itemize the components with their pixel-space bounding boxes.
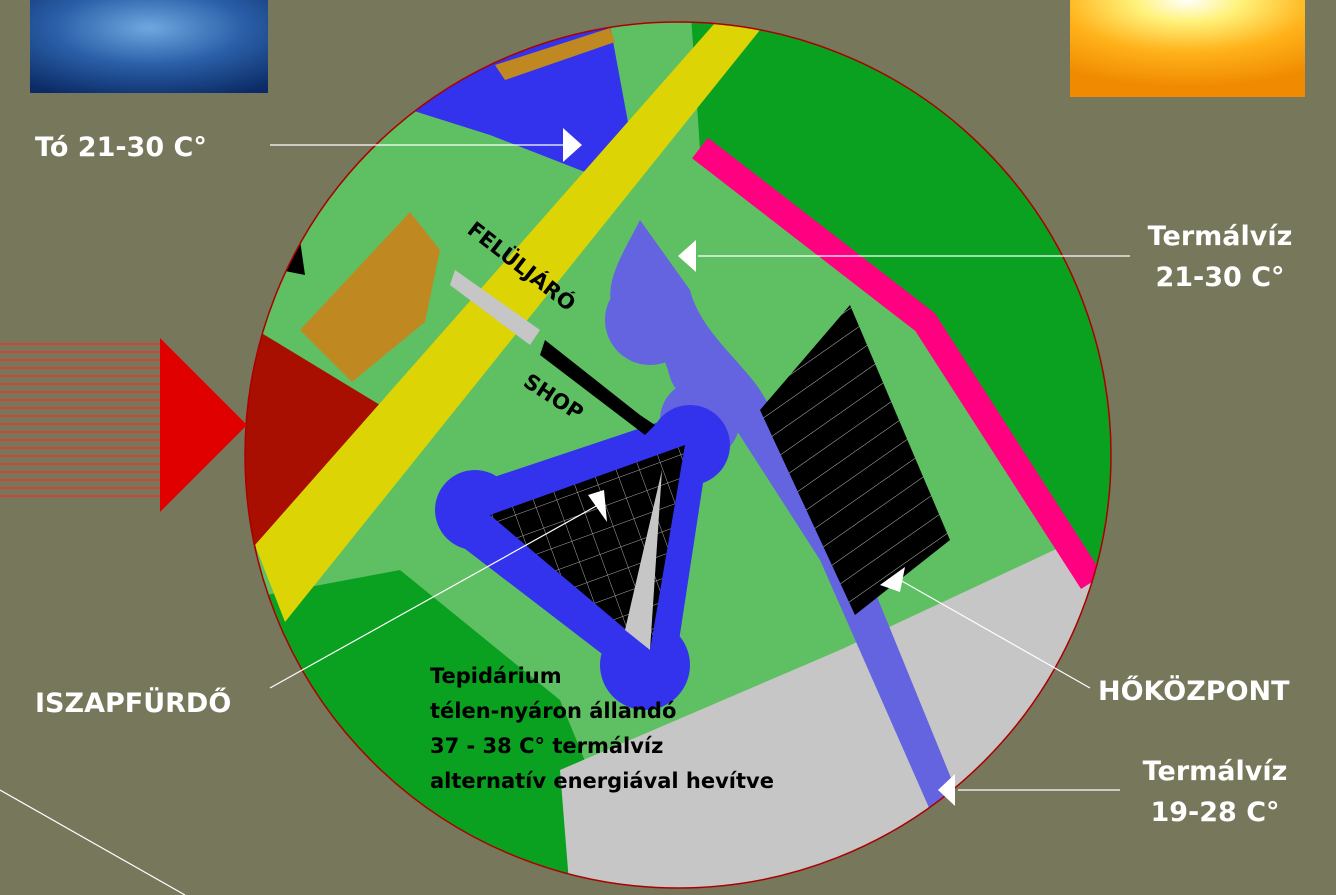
lake-bridge <box>495 28 615 80</box>
heat-center-building <box>760 305 950 615</box>
building <box>300 212 440 382</box>
heat-center-label: HŐKÖZPONT <box>1098 674 1290 707</box>
arrow-stripes <box>0 343 160 497</box>
site-map <box>244 21 1112 889</box>
pointers <box>0 128 1130 895</box>
map-shape <box>605 275 695 365</box>
label-line: alternatív energiával hevítve <box>430 769 774 793</box>
thermal-channel <box>610 220 960 810</box>
sun-image <box>1070 0 1305 97</box>
label-line: 37 - 38 C° termálvíz <box>430 734 663 758</box>
pink-path <box>692 137 1103 590</box>
label-line: Termálvíz <box>1148 221 1293 252</box>
thermal-upper-label: Termálvíz 21-30 C° <box>1148 221 1293 293</box>
map-shape <box>0 789 186 895</box>
label-line: Tepidárium <box>430 664 562 688</box>
label-line: 19-28 C° <box>1150 797 1279 828</box>
entry-arrow <box>160 338 247 512</box>
map-shape <box>715 475 775 535</box>
label-line: 21-30 C° <box>1155 262 1284 293</box>
lake <box>395 25 635 172</box>
map-shape <box>245 22 1111 888</box>
mud-pool <box>435 405 775 710</box>
overpass-walk <box>450 270 540 345</box>
shop-building <box>540 340 655 435</box>
map-shape <box>899 579 1091 689</box>
water-image <box>30 0 268 93</box>
map-shape <box>678 240 696 272</box>
label-line: télen-nyáron állandó <box>430 699 676 723</box>
mud-bath-label: ISZAPFÜRDŐ <box>35 686 231 719</box>
thermal-lower-label: Termálvíz 19-28 C° <box>1143 756 1288 828</box>
map-shape <box>269 504 599 689</box>
map-shape <box>880 567 905 592</box>
map-shape <box>588 490 607 522</box>
tepidarium-label: Tepidárium télen-nyáron állandó 37 - 38 … <box>430 664 774 793</box>
map-shape <box>244 21 1112 889</box>
red-zone <box>245 320 380 548</box>
label-line: Termálvíz <box>1143 756 1288 787</box>
map-shape <box>563 128 582 162</box>
map-shape <box>938 774 955 806</box>
lake-label: Tó 21-30 C° <box>35 132 207 163</box>
map-shape <box>625 470 662 650</box>
